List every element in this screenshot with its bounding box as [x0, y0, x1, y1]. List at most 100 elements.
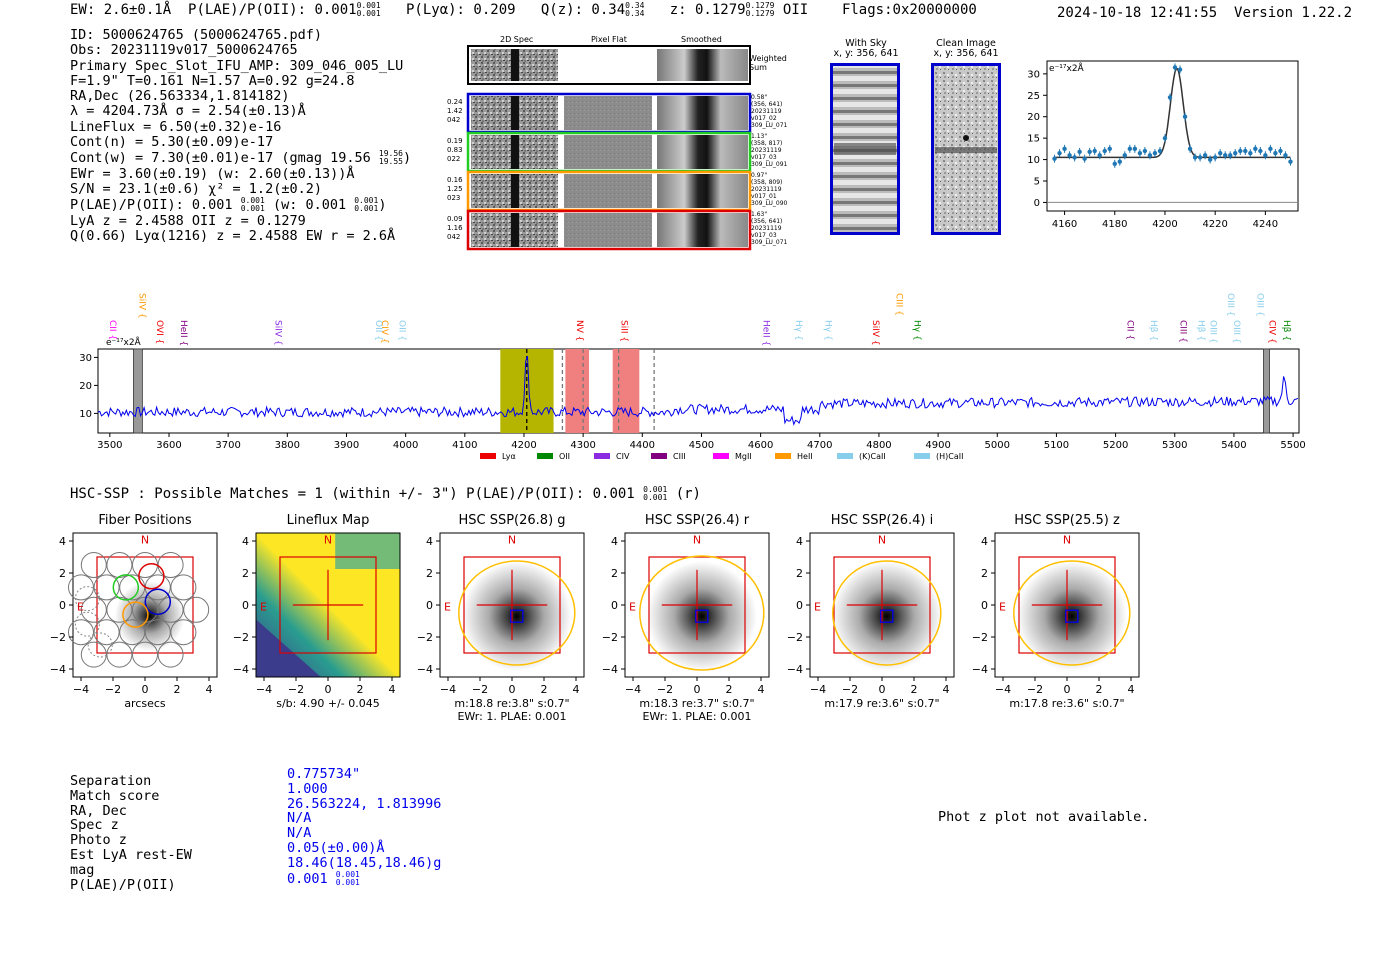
- spectrum-ytick-label-1: 20: [79, 381, 92, 392]
- row-0-flat: [564, 96, 652, 130]
- legend-swatch-2: [594, 453, 610, 459]
- line-label-23: OIII {: [1255, 293, 1265, 317]
- line-label-0: CII {: [107, 320, 117, 340]
- fiber-12: [157, 596, 184, 623]
- legend-swatch-4: [713, 453, 729, 459]
- line-label-8: NV {: [574, 320, 584, 341]
- spectrum-xtick-label-14: 4900: [925, 440, 950, 451]
- row-1-left-1: 0.83: [447, 146, 463, 154]
- hsc-aperture-0: [96, 556, 194, 654]
- hsc-caption1-1: s/b: 4.90 +/- 0.045: [276, 697, 380, 710]
- hsc-2-ytick-label-0: −4: [417, 663, 433, 676]
- hsc-caption1-4: m:17.9 re:3.6" s:0.7": [824, 697, 940, 710]
- info-sn-chi2: S/N = 23.1(±0.6) χ² = 1.2(±0.2): [70, 180, 322, 197]
- header-qz-lo: 0.34: [625, 9, 645, 18]
- info-plae-lo: 0.001: [240, 204, 265, 214]
- hsc-east-3: E: [629, 601, 636, 614]
- spectrum-xtick-label-12: 4700: [807, 440, 832, 451]
- line-label-3: HeII {: [178, 320, 188, 346]
- match-value-plae-text: 0.001: [287, 870, 328, 887]
- clean-image-label: Clean Image: [936, 38, 996, 49]
- col-2d-spec: 2D Spec: [500, 35, 534, 44]
- info-plae-w-lo: 0.001: [354, 204, 379, 214]
- hsc-caption2-2: EWr: 1. PLAE: 0.001: [457, 710, 567, 723]
- line-label-11: Hγ {: [793, 320, 803, 341]
- fiber-17: [144, 619, 171, 646]
- detection-info: ID: 5000624765 (5000624765.pdf) Obs: 202…: [70, 27, 411, 244]
- fiber-13: [183, 596, 210, 623]
- fiber-14: [68, 619, 94, 646]
- row-3-2d-line: [511, 213, 519, 247]
- line-label-22: OIII {: [1231, 320, 1241, 344]
- with-sky-xy: x, y: 356, 641: [833, 48, 899, 59]
- zoom-point-20: [1152, 150, 1158, 156]
- row-1-right-2: 20231119: [751, 147, 782, 154]
- info-ewr: EWr = 3.60(±0.19) (w: 2.60(±0.13))Å: [70, 165, 355, 182]
- spectrum-xtick-label-18: 5300: [1162, 440, 1187, 451]
- zoom-point-17: [1137, 150, 1143, 156]
- match-labels: Separation Match score RA, Dec Spec z Ph…: [70, 774, 192, 892]
- hsc-panel-caption-4: m:17.9 re:3.6" s:0.7": [800, 697, 964, 710]
- hsc-4-ytick-label-0: −4: [787, 663, 803, 676]
- match-label-photoz: Photo z: [70, 832, 127, 849]
- row-0-right-0: 0.58": [751, 94, 768, 101]
- zoom-ytick-label-3: 15: [1027, 134, 1040, 145]
- spectrum-xtick-label-1: 3600: [156, 440, 181, 451]
- clean-image-trace: [935, 147, 997, 153]
- row-2-left-labels: 0.16 1.25 023: [447, 176, 463, 203]
- row-0-smooth: [657, 96, 748, 130]
- hsc-panel-title-5: HSC SSP(25.5) z: [1014, 513, 1120, 528]
- match-value-separation: 0.775734": [287, 766, 361, 782]
- hsc-3-xtick-label-0: −4: [625, 683, 641, 696]
- info-fit-params: F=1.9" T=0.161 N=1.57 A=0.92 g=24.8: [70, 72, 355, 89]
- fiber-8: [170, 574, 197, 601]
- row-0-right-2: 20231119: [751, 108, 782, 115]
- hsc-1-xtick-label-3: 2: [357, 683, 364, 696]
- hsc-caption1-5: m:17.8 re:3.6" s:0.7": [1009, 697, 1125, 710]
- match-plae-hi: 0.001: [335, 869, 360, 879]
- hsc-1-xtick-label-2: 0: [325, 683, 332, 696]
- info-primary-spec: Primary Spec_Slot_IFU_AMP: 309_046_005_L…: [70, 57, 404, 74]
- zoom-point-0: [1052, 156, 1057, 161]
- legend-swatch-6: [837, 453, 853, 459]
- zoom-point-29: [1197, 155, 1203, 160]
- info-plae-w-hi: 0.001: [354, 196, 379, 206]
- hsc-match-box-5: [1065, 609, 1079, 623]
- hsc-ellipse-4: [832, 560, 942, 666]
- spectrum-mask-0: [133, 348, 143, 434]
- hsc-1-xtick-label-4: 4: [389, 683, 396, 696]
- line-label-21: OIII {: [1225, 293, 1235, 317]
- zoom-point-21: [1157, 148, 1163, 154]
- legend-label-0: Lyα: [502, 452, 516, 461]
- spectrum-band-1: [565, 349, 590, 433]
- spectrum-xtick-label-11: 4600: [748, 440, 773, 451]
- fiber-offset-1: [74, 611, 100, 637]
- zoom-point-14: [1122, 153, 1128, 158]
- match-label-mag: mag: [70, 861, 95, 878]
- spectrum-xtick-label-20: 5500: [1280, 440, 1305, 451]
- row-2-right-1: (358, 809): [751, 179, 783, 186]
- spectrum-ytick-label-2: 30: [79, 353, 92, 364]
- row-2-right-0: 0.97": [751, 172, 768, 179]
- fiber-highlight-2: [144, 588, 172, 616]
- spectrum-unit-label: e⁻¹⁷x2Å: [106, 336, 142, 348]
- legend-swatch-7: [914, 453, 930, 459]
- row-3-left-2: 042: [447, 233, 461, 241]
- hsc-3-ytick-label-0: −4: [602, 663, 618, 676]
- spectrum-band-2: [612, 349, 640, 433]
- spectrum-xtick-label-4: 3900: [334, 440, 359, 451]
- fiber-5: [93, 574, 120, 601]
- match-label-separation: Separation: [70, 773, 152, 789]
- info-cont-w-text: Cont(w) = 7.30(±0.01)e-17 (gmag 19.56: [70, 150, 371, 167]
- with-sky-trace: [834, 143, 896, 155]
- zoom-point-43: [1268, 146, 1273, 152]
- clean-image-title: Clean Image x, y: 356, 641: [930, 39, 1002, 59]
- hsc-source-4: [831, 561, 942, 672]
- header-version: Version 1.22.2: [1234, 5, 1353, 21]
- hsc-1-xtick-label-0: −4: [256, 683, 272, 696]
- hsc-3-ytick-label-2: 0: [611, 599, 618, 612]
- hsc-panel-caption-5: m:17.8 re:3.6" s:0.7": [985, 697, 1149, 710]
- row-2-left-0: 0.16: [447, 176, 463, 184]
- hsc-caption1-0: arcsecs: [124, 697, 166, 710]
- spectrum-xtick-label-2: 3700: [215, 440, 240, 451]
